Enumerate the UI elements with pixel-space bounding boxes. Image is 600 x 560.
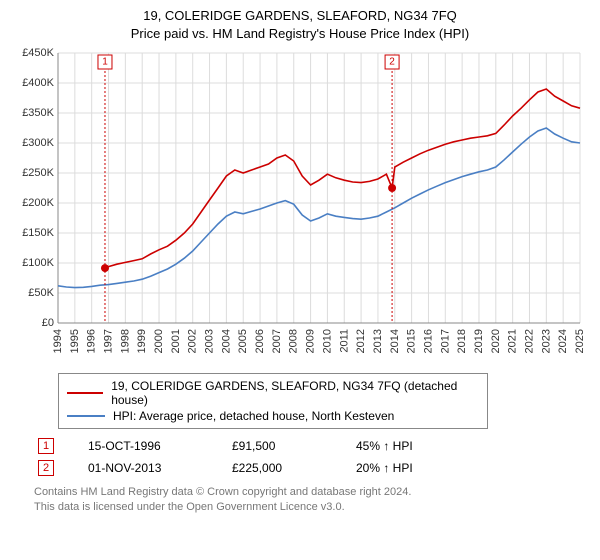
svg-text:2009: 2009 [305,329,317,353]
svg-text:£250K: £250K [22,167,54,179]
legend-swatch [67,392,103,394]
svg-text:2022: 2022 [523,329,535,353]
svg-text:2021: 2021 [507,329,519,353]
marker-price: £225,000 [232,461,322,475]
svg-text:2023: 2023 [540,329,552,353]
svg-text:£0: £0 [42,317,54,329]
legend-label: 19, COLERIDGE GARDENS, SLEAFORD, NG34 7F… [111,379,479,407]
legend-label: HPI: Average price, detached house, Nort… [113,409,394,423]
svg-text:2005: 2005 [237,329,249,353]
marker-delta: 20% ↑ HPI [356,461,413,475]
svg-text:£300K: £300K [22,137,54,149]
svg-text:£350K: £350K [22,107,54,119]
svg-text:2004: 2004 [220,329,232,353]
series-hpi [58,128,580,288]
svg-text:£450K: £450K [22,47,54,59]
marker-table: 1 15-OCT-1996 £91,500 45% ↑ HPI 2 01-NOV-2013… [38,435,590,479]
svg-text:2: 2 [389,57,395,68]
svg-text:2006: 2006 [254,329,266,353]
svg-text:£100K: £100K [22,257,54,269]
svg-text:£50K: £50K [28,287,54,299]
svg-text:2016: 2016 [422,329,434,353]
marker-price: £91,500 [232,439,322,453]
price-line-chart: £0 £50K £100K £150K £200K £250K £300K £350K £400… [10,47,590,367]
svg-text:2011: 2011 [338,329,350,353]
svg-text:1995: 1995 [69,329,81,353]
svg-text:1998: 1998 [119,329,131,353]
svg-text:2003: 2003 [204,329,216,353]
marker-date: 01-NOV-2013 [88,461,198,475]
svg-text:2007: 2007 [271,329,283,353]
svg-text:2020: 2020 [490,329,502,353]
svg-text:2010: 2010 [321,329,333,353]
legend: 19, COLERIDGE GARDENS, SLEAFORD, NG34 7F… [58,373,488,429]
marker-table-row: 2 01-NOV-2013 £225,000 20% ↑ HPI [38,457,590,479]
svg-text:1999: 1999 [136,329,148,353]
svg-text:1: 1 [102,57,108,68]
svg-text:2015: 2015 [406,329,418,353]
svg-text:2019: 2019 [473,329,485,353]
chart-subtitle: Price paid vs. HM Land Registry's House … [10,26,590,41]
svg-text:1997: 1997 [103,329,115,353]
legend-row: HPI: Average price, detached house, Nort… [67,408,479,424]
footer-line-1: Contains HM Land Registry data © Crown c… [34,485,590,500]
footer-line-2: This data is licensed under the Open Gov… [34,500,590,515]
svg-text:2017: 2017 [439,329,451,353]
svg-text:2012: 2012 [355,329,367,353]
svg-text:£400K: £400K [22,77,54,89]
svg-text:2014: 2014 [389,329,401,353]
svg-text:2001: 2001 [170,329,182,353]
svg-text:2000: 2000 [153,329,165,353]
footer-attribution: Contains HM Land Registry data © Crown c… [34,485,590,515]
svg-text:2002: 2002 [187,329,199,353]
marker-badge: 2 [38,460,54,476]
svg-text:£150K: £150K [22,227,54,239]
chart-title: 19, COLERIDGE GARDENS, SLEAFORD, NG34 7F… [10,8,590,23]
svg-text:£200K: £200K [22,197,54,209]
marker-delta: 45% ↑ HPI [356,439,413,453]
marker-table-row: 1 15-OCT-1996 £91,500 45% ↑ HPI [38,435,590,457]
chart-container: £0 £50K £100K £150K £200K £250K £300K £350K £400… [10,47,590,367]
legend-row: 19, COLERIDGE GARDENS, SLEAFORD, NG34 7F… [67,378,479,408]
svg-text:1996: 1996 [86,329,98,353]
svg-text:2025: 2025 [574,329,586,353]
svg-text:2018: 2018 [456,329,468,353]
marker-badge: 1 [38,438,54,454]
marker-date: 15-OCT-1996 [88,439,198,453]
svg-text:2013: 2013 [372,329,384,353]
legend-swatch [67,415,105,417]
svg-text:2024: 2024 [557,329,569,353]
svg-text:2008: 2008 [288,329,300,353]
svg-text:1994: 1994 [52,329,64,353]
